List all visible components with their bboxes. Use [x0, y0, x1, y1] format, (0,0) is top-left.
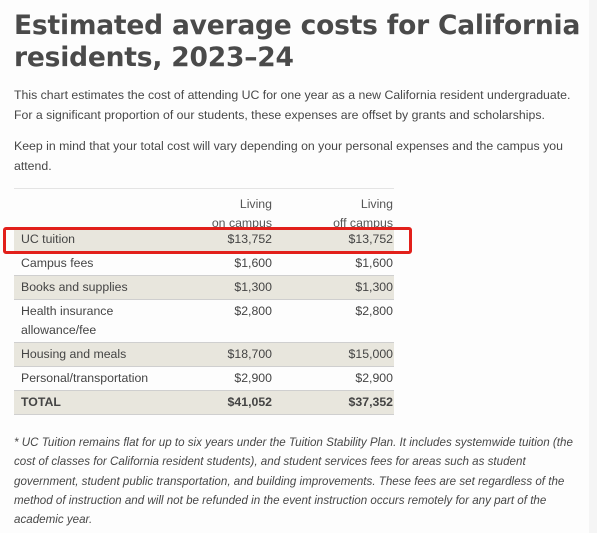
- row-label: Housing and meals: [21, 347, 127, 361]
- table-row-uc-tuition: UC tuition $13,752 $13,752: [14, 228, 394, 252]
- cell-on-campus: $2,900: [234, 371, 272, 385]
- cell-off-campus: $1,300: [355, 280, 393, 294]
- cell-off-campus: $15,000: [348, 347, 393, 361]
- cell-off-campus: $37,352: [348, 395, 393, 409]
- table-row-total: TOTAL $41,052 $37,352: [14, 391, 394, 415]
- intro-paragraph: This chart estimates the cost of attendi…: [14, 88, 571, 122]
- row-label: TOTAL: [21, 395, 61, 409]
- note-paragraph: Keep in mind that your total cost will v…: [14, 139, 563, 173]
- footnote: * UC Tuition remains flat for up to six …: [14, 436, 573, 527]
- cell-off-campus: $2,800: [355, 304, 393, 318]
- row-label: UC tuition: [21, 232, 75, 246]
- page-title: Estimated average costs for California r…: [14, 10, 581, 73]
- scrollbar-track[interactable]: [589, 0, 597, 533]
- cost-table: Living on campus Living off campus UC tu…: [14, 188, 394, 415]
- row-label: Health insurance allowance/fee: [21, 304, 114, 337]
- page-content: Estimated average costs for California r…: [14, 10, 589, 415]
- highlight-box: [3, 227, 412, 254]
- cell-off-campus: $2,900: [355, 371, 393, 385]
- row-label: Campus fees: [21, 256, 94, 270]
- cell-off-campus: $1,600: [355, 256, 393, 270]
- table-row-personal: Personal/transportation $2,900 $2,900: [14, 367, 394, 391]
- table-row-health-insurance: Health insurance allowance/fee $2,800 $2…: [14, 300, 394, 343]
- cell-on-campus: $1,600: [234, 256, 272, 270]
- table-row-housing: Housing and meals $18,700 $15,000: [14, 343, 394, 367]
- cell-on-campus: $41,052: [227, 395, 272, 409]
- table-row-campus-fees: Campus fees $1,600 $1,600: [14, 252, 394, 276]
- row-label: Personal/transportation: [21, 371, 149, 385]
- table-header: Living on campus Living off campus: [14, 188, 394, 234]
- row-label: Books and supplies: [21, 280, 128, 294]
- cell-on-campus: $2,800: [234, 304, 272, 318]
- table-row-books: Books and supplies $1,300 $1,300: [14, 276, 394, 300]
- cell-on-campus: $1,300: [234, 280, 272, 294]
- cell-on-campus: $18,700: [227, 347, 272, 361]
- cell-on-campus: $13,752: [227, 232, 272, 246]
- cell-off-campus: $13,752: [348, 232, 393, 246]
